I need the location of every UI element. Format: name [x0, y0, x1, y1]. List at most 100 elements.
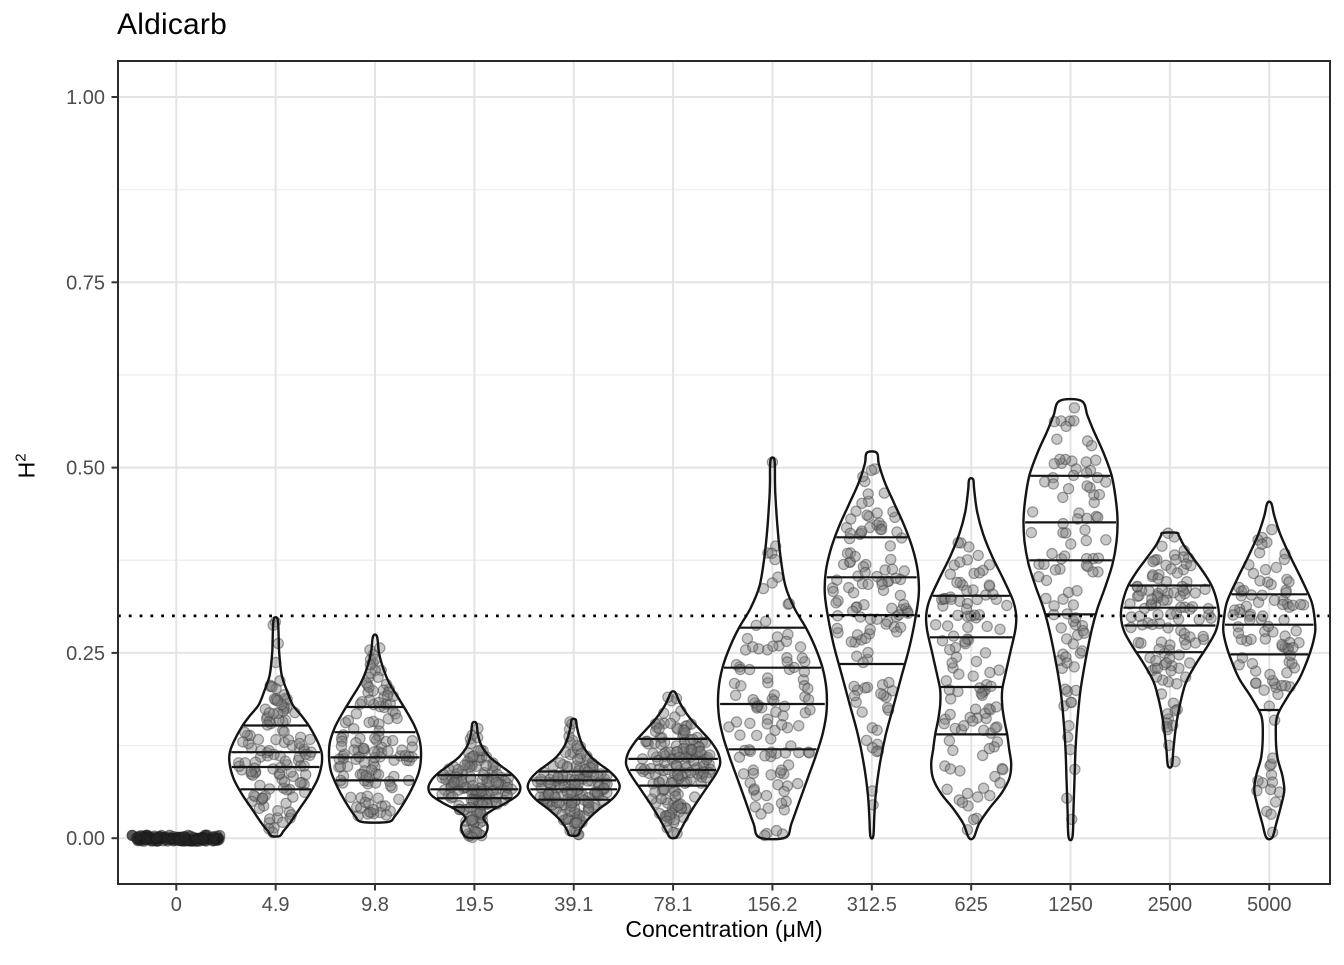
data-point [1055, 622, 1067, 634]
data-point [794, 641, 807, 653]
x-tick-label: 78.1 [654, 894, 693, 916]
data-point [748, 783, 761, 795]
data-point [944, 708, 956, 721]
data-point [1047, 478, 1060, 490]
data-point [875, 688, 887, 700]
data-point [1062, 586, 1075, 599]
data-point [767, 640, 779, 652]
data-point [755, 808, 767, 820]
data-point [673, 751, 685, 764]
data-point [655, 738, 667, 751]
data-point [775, 797, 788, 810]
data-point [685, 743, 698, 756]
data-point [1254, 575, 1266, 587]
data-point [751, 729, 763, 742]
data-point [350, 708, 363, 720]
data-point [886, 563, 899, 576]
violin-outline [327, 633, 423, 824]
data-point [856, 497, 868, 509]
data-point [1180, 638, 1192, 651]
y-tick-label: 0.50 [66, 458, 105, 480]
data-point [943, 735, 956, 747]
data-point [348, 744, 360, 756]
data-point [876, 578, 888, 591]
data-point [1025, 526, 1038, 539]
y-tick-label: 0.25 [66, 643, 105, 665]
data-point [1266, 776, 1279, 788]
data-point [664, 809, 676, 821]
data-point [406, 741, 418, 753]
data-point [891, 526, 903, 538]
data-point [976, 749, 989, 762]
data-point [967, 813, 980, 826]
data-point [827, 585, 839, 598]
data-point [781, 722, 794, 734]
data-point [1065, 696, 1078, 709]
data-point [942, 620, 954, 632]
violin-group-1250 [1022, 397, 1119, 842]
data-point [1150, 654, 1162, 667]
data-point [1185, 559, 1197, 572]
data-point [490, 776, 502, 789]
data-point [1026, 506, 1039, 518]
x-tick-label: 1250 [1048, 894, 1093, 916]
data-point [734, 729, 746, 741]
violin-group-9.8 [327, 633, 423, 824]
data-point [778, 804, 791, 816]
data-point [946, 657, 958, 669]
data-point [898, 565, 911, 577]
axis-ticks: 0.00 0.25 0.50 0.75 1.00 0 4.9 9.8 19.5 39.1 78.1 1… [66, 87, 1291, 916]
data-point [1133, 590, 1145, 602]
data-point [1177, 585, 1189, 597]
data-point [990, 701, 1003, 713]
data-point [368, 746, 381, 758]
violin-outline [1119, 531, 1221, 769]
data-point [753, 643, 765, 655]
x-tick-label: 4.9 [262, 894, 290, 916]
x-axis-title: Concentration (μM) [625, 916, 823, 942]
data-point [278, 776, 291, 788]
data-point [958, 720, 970, 732]
data-point [832, 627, 844, 639]
data-point [704, 749, 716, 761]
data-point [776, 719, 788, 731]
data-point [1246, 657, 1259, 670]
data-point [983, 742, 996, 755]
data-point [738, 768, 750, 780]
data-point [664, 717, 677, 730]
data-point [954, 765, 966, 777]
data-point [778, 700, 791, 713]
data-point [571, 817, 583, 829]
data-point [837, 558, 850, 571]
data-point [944, 644, 956, 656]
data-point [1048, 600, 1060, 612]
data-point [1082, 560, 1094, 573]
data-point [1245, 633, 1257, 646]
data-point [781, 652, 793, 664]
data-point [263, 707, 275, 719]
data-point [771, 631, 784, 643]
data-point [396, 744, 408, 756]
data-point [989, 722, 1002, 734]
x-tick-label: 625 [954, 894, 987, 916]
data-point [178, 831, 191, 843]
data-point [345, 791, 357, 804]
data-point [750, 619, 762, 632]
data-point [1205, 612, 1217, 624]
data-point [285, 766, 297, 778]
data-point [381, 689, 394, 702]
data-point [1262, 620, 1275, 633]
data-point [1279, 680, 1292, 692]
data-point [1092, 511, 1104, 524]
data-point [1046, 547, 1058, 560]
data-point [871, 507, 883, 519]
data-point [304, 733, 316, 746]
y-axis-title: H2 [13, 453, 41, 478]
data-point [765, 733, 777, 745]
data-point [967, 584, 979, 596]
data-point [1268, 594, 1281, 607]
data-point [769, 553, 781, 566]
data-point [847, 587, 860, 599]
data-point [770, 824, 783, 837]
